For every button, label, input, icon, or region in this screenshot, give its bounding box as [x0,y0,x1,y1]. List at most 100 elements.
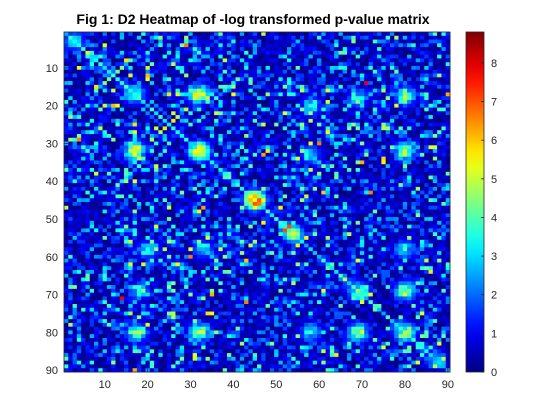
heatmap-cell [124,43,129,48]
heatmap-cell [321,168,327,173]
heatmap-cell [149,47,155,52]
heatmap-cell [158,69,164,74]
heatmap-cell [235,179,241,184]
heatmap-cell [291,220,296,226]
heatmap-cell [359,122,365,127]
heatmap-cell [149,186,155,192]
heatmap-cell [179,96,185,101]
heatmap-cell [222,130,228,135]
heatmap-cell [329,62,335,67]
heatmap-cell [398,232,404,237]
heatmap-cell [184,213,189,218]
heatmap-cell [342,164,348,169]
heatmap-cell [102,232,108,237]
heatmap-cell [424,220,429,226]
heatmap-cell [269,205,275,210]
heatmap-cell [407,194,412,199]
heatmap-cell [205,66,211,71]
heatmap-cell [192,194,198,199]
heatmap-cell [274,73,279,78]
heatmap-cell [124,213,129,218]
heatmap-cell [377,103,382,108]
heatmap-cell [226,122,232,127]
heatmap-cell [428,81,434,86]
heatmap-cell [428,111,434,116]
heatmap-cell [415,217,421,222]
heatmap-cells [64,32,451,373]
heatmap-cell [124,126,129,131]
heatmap-cell [257,81,262,86]
heatmap-cell [372,66,378,71]
heatmap-cell [72,217,78,222]
heatmap-cell [291,137,296,142]
heatmap-cell [411,66,417,71]
heatmap-cell [98,156,103,161]
heatmap-cell [158,149,164,154]
heatmap-cell [342,228,348,233]
heatmap-cell [351,35,357,40]
heatmap-cell [377,58,382,63]
heatmap-cell [364,81,369,86]
heatmap-cell [115,194,121,199]
heatmap-cell [424,164,429,169]
heatmap-cell [136,186,142,192]
heatmap-cell [162,236,168,241]
heatmap-cell [235,81,241,86]
heatmap-cell [248,81,254,86]
heatmap-cell [402,149,408,154]
heatmap-cell [115,47,121,52]
heatmap-cell [265,228,271,233]
heatmap-cell [372,220,378,226]
heatmap-cell [158,118,164,124]
heatmap-cell [115,92,121,97]
heatmap-cell [106,32,112,37]
heatmap-cell [437,137,442,142]
heatmap-cell [441,47,447,52]
heatmap-cell [287,134,292,139]
heatmap-cell [432,115,438,120]
heatmap-cell [419,183,425,188]
heatmap-cell [94,77,99,82]
heatmap-cell [364,213,369,218]
heatmap-cell [192,198,198,203]
heatmap-cell [244,77,249,82]
heatmap-cell [424,100,429,105]
heatmap-cell [171,103,176,108]
heatmap-cell [317,100,322,105]
heatmap-cell [364,224,369,229]
heatmap-cell [81,236,86,241]
heatmap-cell [351,54,357,59]
heatmap-cell [231,111,236,116]
heatmap-cell [248,236,254,241]
heatmap-cell [94,186,99,192]
heatmap-cell [282,141,288,146]
heatmap-cell [115,156,121,161]
heatmap-cell [278,198,284,203]
heatmap-cell [394,107,399,112]
heatmap-cell [231,58,236,63]
heatmap-cell [355,77,361,82]
heatmap-cell [154,43,159,48]
heatmap-cell [372,88,378,93]
heatmap-cell [304,92,309,97]
heatmap-cell [179,115,185,120]
heatmap-cell [265,209,271,214]
heatmap-cell [278,179,284,184]
heatmap-cell [304,73,309,78]
heatmap-cell [415,130,421,135]
heatmap-cell [265,202,271,207]
heatmap-cell [218,43,224,48]
heatmap-cell [149,115,155,120]
heatmap-cell [351,92,357,97]
heatmap-cell [179,220,185,226]
heatmap-cell [287,122,292,127]
heatmap-cell [68,141,73,146]
heatmap-cell [252,84,258,90]
heatmap-cell [407,175,412,180]
heatmap-cell [394,77,399,82]
heatmap-cell [291,122,296,127]
heatmap-cell [128,43,134,48]
heatmap-cell [115,220,121,226]
heatmap-cell [248,198,254,203]
heatmap-cell [261,84,266,90]
